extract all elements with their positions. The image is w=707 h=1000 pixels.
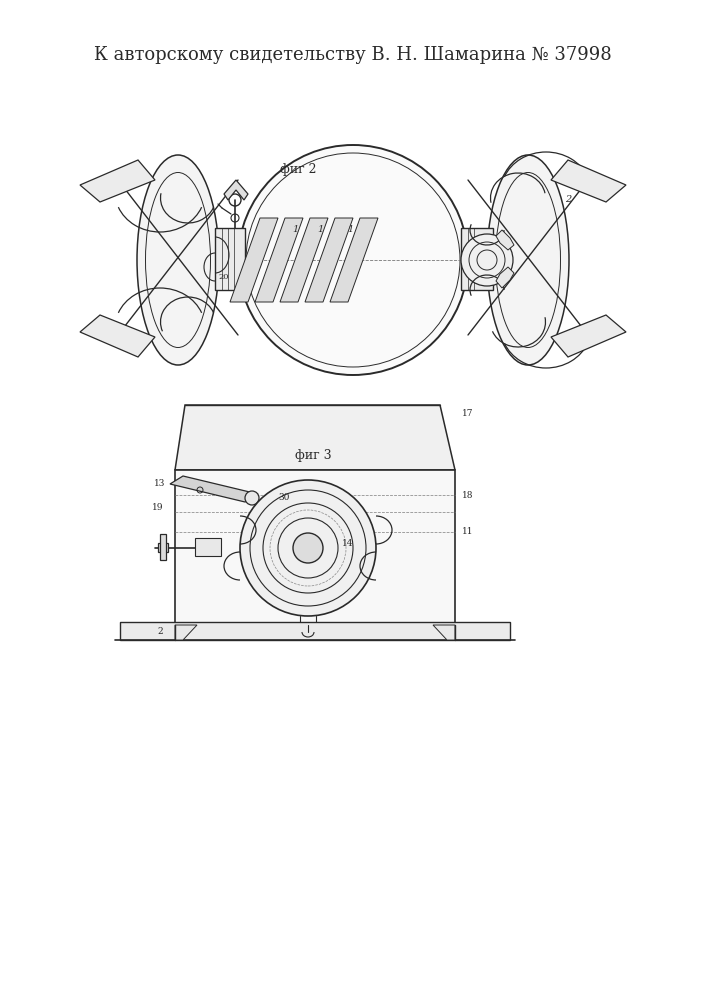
Ellipse shape (137, 155, 219, 365)
Text: 14: 14 (342, 538, 354, 548)
Circle shape (293, 533, 323, 563)
Polygon shape (170, 476, 258, 502)
Bar (175, 470, 455, 625)
Polygon shape (330, 218, 378, 302)
Polygon shape (230, 218, 278, 302)
Text: фиг 3: фиг 3 (295, 448, 332, 462)
Polygon shape (175, 625, 197, 640)
Polygon shape (280, 218, 328, 302)
Text: 1: 1 (317, 226, 323, 234)
Polygon shape (255, 218, 303, 302)
Ellipse shape (487, 155, 569, 365)
Bar (160, 534, 166, 560)
Polygon shape (80, 160, 155, 202)
Polygon shape (551, 315, 626, 357)
Text: 20: 20 (218, 273, 229, 281)
Polygon shape (496, 230, 514, 250)
Polygon shape (551, 160, 626, 202)
Polygon shape (224, 180, 248, 200)
Bar (195, 538, 221, 556)
Text: 18: 18 (462, 490, 474, 499)
Circle shape (238, 145, 468, 375)
Text: К авторскому свидетельству В. Н. Шамарина № 37998: К авторскому свидетельству В. Н. Шамарин… (94, 46, 612, 64)
Bar (120, 622, 510, 640)
Bar (215, 228, 245, 290)
Text: 17: 17 (462, 408, 474, 418)
Bar (461, 228, 493, 290)
Polygon shape (305, 218, 353, 302)
Polygon shape (175, 405, 455, 470)
Text: фиг 2: фиг 2 (280, 163, 316, 176)
Circle shape (461, 234, 513, 286)
Text: 2: 2 (565, 196, 571, 205)
Polygon shape (496, 267, 514, 288)
Polygon shape (433, 625, 455, 640)
Text: 11: 11 (462, 528, 474, 536)
Text: 13: 13 (153, 480, 165, 488)
Circle shape (240, 480, 376, 616)
Circle shape (245, 491, 259, 505)
Text: 30: 30 (278, 493, 289, 502)
Text: 2: 2 (158, 628, 163, 637)
Text: 19: 19 (151, 504, 163, 512)
Text: 1: 1 (347, 226, 353, 234)
Bar (158, 543, 168, 552)
Text: 1: 1 (292, 226, 298, 234)
Polygon shape (80, 315, 155, 357)
